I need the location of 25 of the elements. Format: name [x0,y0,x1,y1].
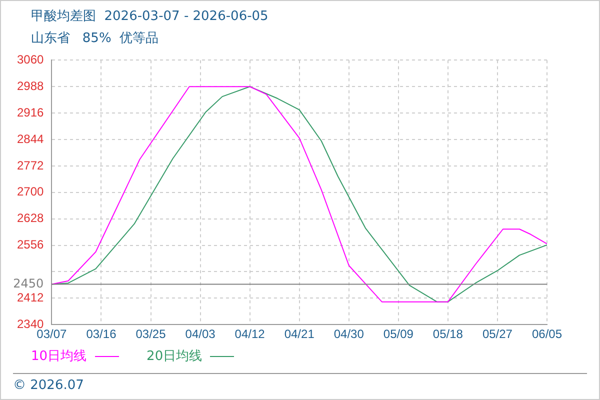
x-tick-label: 04/03 [185,327,216,342]
y-tick-label: 2700 [16,184,44,199]
x-tick-label: 04/30 [334,327,364,342]
y-tick-label: 2628 [16,211,44,226]
chart-title: 甲酸均差图 2026-03-07 - 2026-06-05 [31,8,268,25]
y-tick-label: 2412 [16,290,44,304]
legend-label: 10日均线 [31,349,87,364]
x-tick-label: 05/09 [383,327,414,342]
y-tick-label: 2988 [16,78,44,93]
x-tick-label: 04/12 [234,327,266,342]
x-tick-label: 03/25 [136,327,166,342]
ref-line-label: 2450 [13,276,44,290]
x-tick-label: 05/18 [432,327,464,342]
y-tick-label: 2772 [16,158,44,172]
y-tick-label: 2916 [16,105,44,120]
y-tick-label: 2556 [16,238,44,252]
y-tick-label: 2844 [16,132,44,146]
y-tick-label: 3060 [16,52,44,67]
legend-label: 20日均线 [146,349,202,364]
x-tick-label: 04/21 [284,327,315,342]
x-tick-label: 05/27 [482,327,513,342]
x-tick-label: 03/16 [86,327,117,342]
chart-subtitle: 山东省 85% 优等品 [31,30,159,47]
text: © 2026.07 [13,373,587,393]
x-tick-label: 06/05 [532,327,562,342]
